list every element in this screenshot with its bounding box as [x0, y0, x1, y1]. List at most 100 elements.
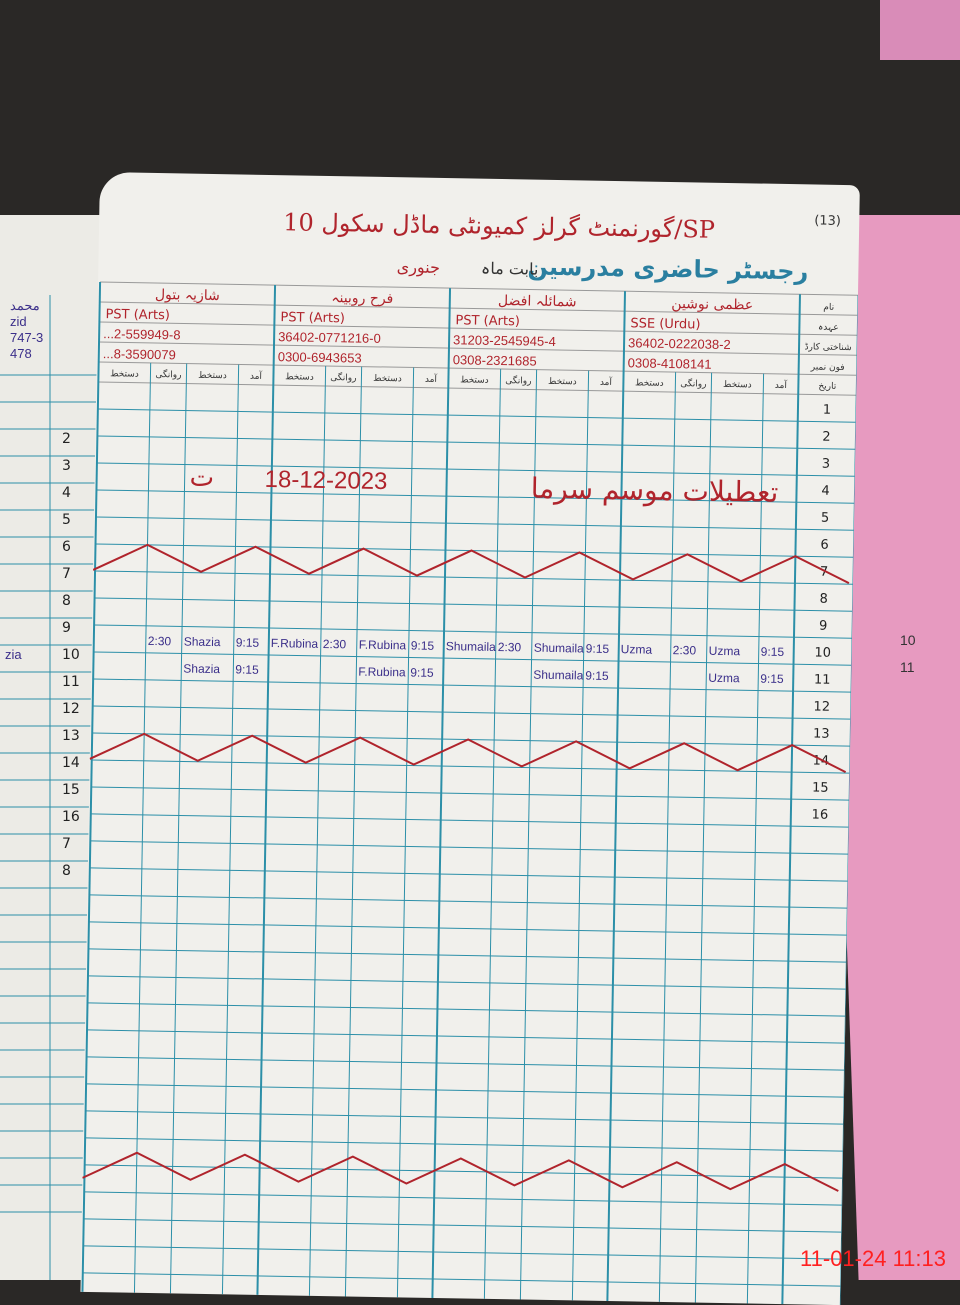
date-label: 16 — [62, 809, 80, 825]
sub-header: دستخط — [635, 378, 664, 388]
row-label: تاریخ — [818, 382, 837, 392]
row-line — [96, 462, 855, 477]
book-cover-corner — [880, 0, 960, 60]
header-line — [98, 361, 857, 376]
row-label: نام — [823, 303, 834, 313]
holiday-zigzag-1 — [92, 543, 850, 585]
teacher-name: شازیہ بتول — [155, 287, 220, 304]
page-edge-row-number: 11 — [900, 659, 915, 675]
attendance-entry: 2:30 — [323, 637, 347, 651]
sub-header: دستخط — [548, 377, 577, 387]
row-line — [88, 948, 847, 963]
date-label: 16 — [811, 808, 828, 823]
date-label: 13 — [62, 728, 80, 744]
date-label: 4 — [62, 485, 71, 501]
attendance-entry: F.Rubina — [359, 638, 407, 653]
date-label: 10 — [814, 646, 831, 661]
teacher-designation: PST (Arts) — [105, 307, 170, 323]
register-title: رجسٹر حاضری مدرسین — [527, 252, 808, 285]
row-line — [87, 1029, 845, 1044]
row-line — [90, 813, 849, 828]
attendance-entry: 2:30 — [148, 634, 172, 648]
date-label: 11 — [814, 673, 831, 688]
attendance-entry: Shumaila — [533, 668, 584, 683]
date-label: 3 — [822, 457, 831, 472]
attendance-entry: 9:15 — [236, 635, 260, 649]
month-value: جنوری — [397, 257, 441, 278]
row-label: فون نمبر — [810, 362, 845, 373]
row-label: عہدہ — [818, 323, 839, 333]
row-line — [87, 975, 846, 990]
date-label: 6 — [62, 539, 71, 555]
attendance-entry: 9:15 — [410, 665, 434, 679]
attendance-entry: Uzma — [709, 644, 741, 659]
attendance-entry: F.Rubina — [358, 665, 406, 680]
date-label: 5 — [62, 512, 71, 528]
date-label: 7 — [62, 566, 71, 582]
sub-header: دستخط — [723, 380, 752, 390]
row-line — [93, 678, 852, 693]
column-line — [781, 294, 801, 1305]
row-line — [84, 1191, 843, 1206]
row-line — [96, 489, 855, 504]
attendance-entry: 9:15 — [586, 642, 610, 656]
column-line — [746, 373, 765, 1304]
row-line — [83, 1245, 842, 1260]
column-line — [658, 372, 677, 1302]
sub-header: دستخط — [285, 372, 314, 382]
attendance-entry: 9:15 — [585, 669, 609, 683]
column-line — [133, 362, 152, 1293]
attendance-entry: Shumaila — [534, 641, 585, 656]
annotation-text: تعطیلات موسم سرما — [530, 472, 778, 509]
sub-header: روانگی — [505, 374, 531, 386]
header-line — [99, 321, 858, 336]
header-line — [99, 341, 857, 356]
row-line — [91, 786, 850, 801]
teacher-designation: PST (Arts) — [455, 313, 520, 329]
teacher-name: فرح روبینہ — [331, 290, 393, 307]
date-label: 1 — [823, 403, 832, 418]
date-label: 10 — [62, 647, 80, 663]
date-label: 2 — [62, 431, 71, 447]
date-label: 15 — [62, 782, 80, 798]
date-label: 12 — [62, 701, 80, 717]
column-line — [256, 285, 277, 1295]
row-line — [89, 867, 848, 882]
column-line — [606, 291, 626, 1302]
left-header-text: 478 — [10, 346, 32, 361]
teacher-name: عظمی نوشین — [671, 296, 753, 313]
date-label: 11 — [62, 674, 80, 690]
row-line — [94, 624, 852, 639]
teacher-phone: 0300-6943653 — [278, 349, 362, 365]
attendance-entry: Uzma — [708, 671, 740, 686]
date-label: 14 — [62, 755, 80, 771]
annotation-mark: ت — [189, 463, 214, 493]
sub-header: روانگی — [680, 377, 706, 389]
header-line — [99, 301, 858, 316]
column-line — [344, 366, 363, 1297]
row-line — [85, 1137, 844, 1152]
school-name: گورنمنٹ گرلز کمیونٹی ماڈل سکول 10/SP — [283, 208, 715, 244]
annotation-date: 18-12-2023 — [264, 466, 387, 495]
teacher-phone: ...8-3590079 — [103, 346, 176, 362]
teacher-cnic: 36402-0222038-2 — [628, 335, 731, 352]
column-line — [519, 369, 538, 1300]
sub-header: دستخط — [460, 375, 489, 385]
sub-header: روانگی — [330, 371, 356, 383]
date-label: 8 — [819, 592, 828, 607]
attendance-entry: 2:30 — [498, 640, 522, 654]
date-label: 15 — [812, 781, 829, 796]
column-line — [431, 288, 452, 1298]
attendance-entry: 9:15 — [235, 662, 259, 676]
sub-header: دستخط — [198, 371, 227, 381]
sub-header: آمد — [600, 376, 613, 388]
row-line — [84, 1164, 843, 1179]
date-label: 9 — [819, 619, 828, 634]
teacher-designation: SSE (Urdu) — [630, 316, 700, 332]
row-line — [87, 1002, 846, 1017]
column-line — [169, 363, 188, 1294]
header-line — [98, 381, 857, 396]
date-label: 8 — [62, 863, 71, 879]
header-line — [100, 281, 858, 296]
sub-header: آمد — [250, 370, 263, 382]
